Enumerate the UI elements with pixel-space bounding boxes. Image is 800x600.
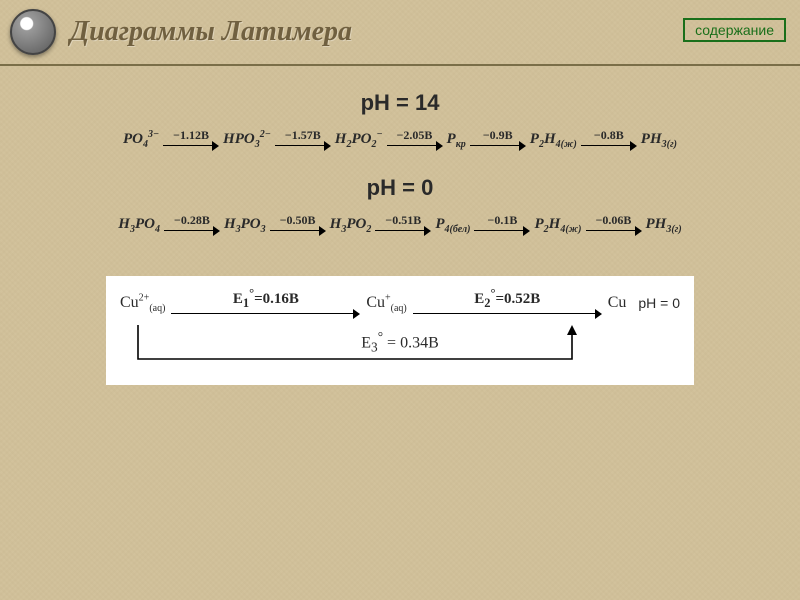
species: H3PO3 <box>222 217 268 232</box>
species: HPO32− <box>221 132 273 147</box>
contents-button[interactable]: содержание <box>683 18 786 42</box>
reduction-arrow: −0.9B <box>470 128 526 151</box>
cu-reduction-arrow: E2°=0.52B <box>413 286 602 319</box>
copper-bottom-row: E3° = 0.34B <box>120 323 680 371</box>
species: Pкр <box>445 132 468 147</box>
reduction-arrow: −0.8B <box>581 128 637 151</box>
cu-potential-label: E1°=0.16B <box>233 286 299 311</box>
reduction-arrow: −0.28B <box>164 213 220 236</box>
latimer-chain-ph0: H3PO4−0.28BH3PO3−0.50BH3PO2−0.51BP4(бел)… <box>0 213 800 236</box>
cu-species: Cu+(aq) <box>366 294 406 312</box>
species: H3PO4 <box>116 217 162 232</box>
species: H3PO2 <box>328 217 374 232</box>
cu-potential-label: E2°=0.52B <box>474 286 540 311</box>
copper-top-row: Cu2+(aq) E1°=0.16B Cu+(aq) E2°=0.52B Cu pH = … <box>120 286 680 319</box>
page-title: Диаграммы Латимера <box>70 16 352 48</box>
cu-ph-label: pH = 0 <box>638 295 680 311</box>
species: PH3(г) <box>644 217 684 232</box>
header-bar: Диаграммы Латимера содержание <box>0 0 800 66</box>
reduction-arrow: −1.12B <box>163 128 219 151</box>
logo-icon <box>10 9 56 55</box>
ph14-label: pH = 14 <box>0 90 800 116</box>
reduction-arrow: −0.1B <box>474 213 530 236</box>
copper-overall-arrow <box>120 323 590 371</box>
reduction-arrow: −0.50B <box>270 213 326 236</box>
species: P2H4(ж) <box>532 217 583 232</box>
species: P4(бел) <box>433 217 472 232</box>
species: P2H4(ж) <box>528 132 579 147</box>
reduction-arrow: −1.57B <box>275 128 331 151</box>
species: H2PO2− <box>333 132 385 147</box>
ph0-label: pH = 0 <box>0 175 800 201</box>
species: PH3(г) <box>639 132 679 147</box>
copper-latimer-box: Cu2+(aq) E1°=0.16B Cu+(aq) E2°=0.52B Cu pH = … <box>106 276 694 385</box>
copper-overall-potential: E3° = 0.34B <box>361 329 439 356</box>
latimer-chain-ph14: PO43−−1.12BHPO32−−1.57BH2PO2−−2.05BPкр−0… <box>0 128 800 151</box>
cu-species: Cu <box>608 294 627 312</box>
reduction-arrow: −0.51B <box>375 213 431 236</box>
cu-species: Cu2+(aq) <box>120 294 165 312</box>
cu-reduction-arrow: E1°=0.16B <box>171 286 360 319</box>
reduction-arrow: −0.06B <box>586 213 642 236</box>
reduction-arrow: −2.05B <box>387 128 443 151</box>
species: PO43− <box>121 132 161 147</box>
